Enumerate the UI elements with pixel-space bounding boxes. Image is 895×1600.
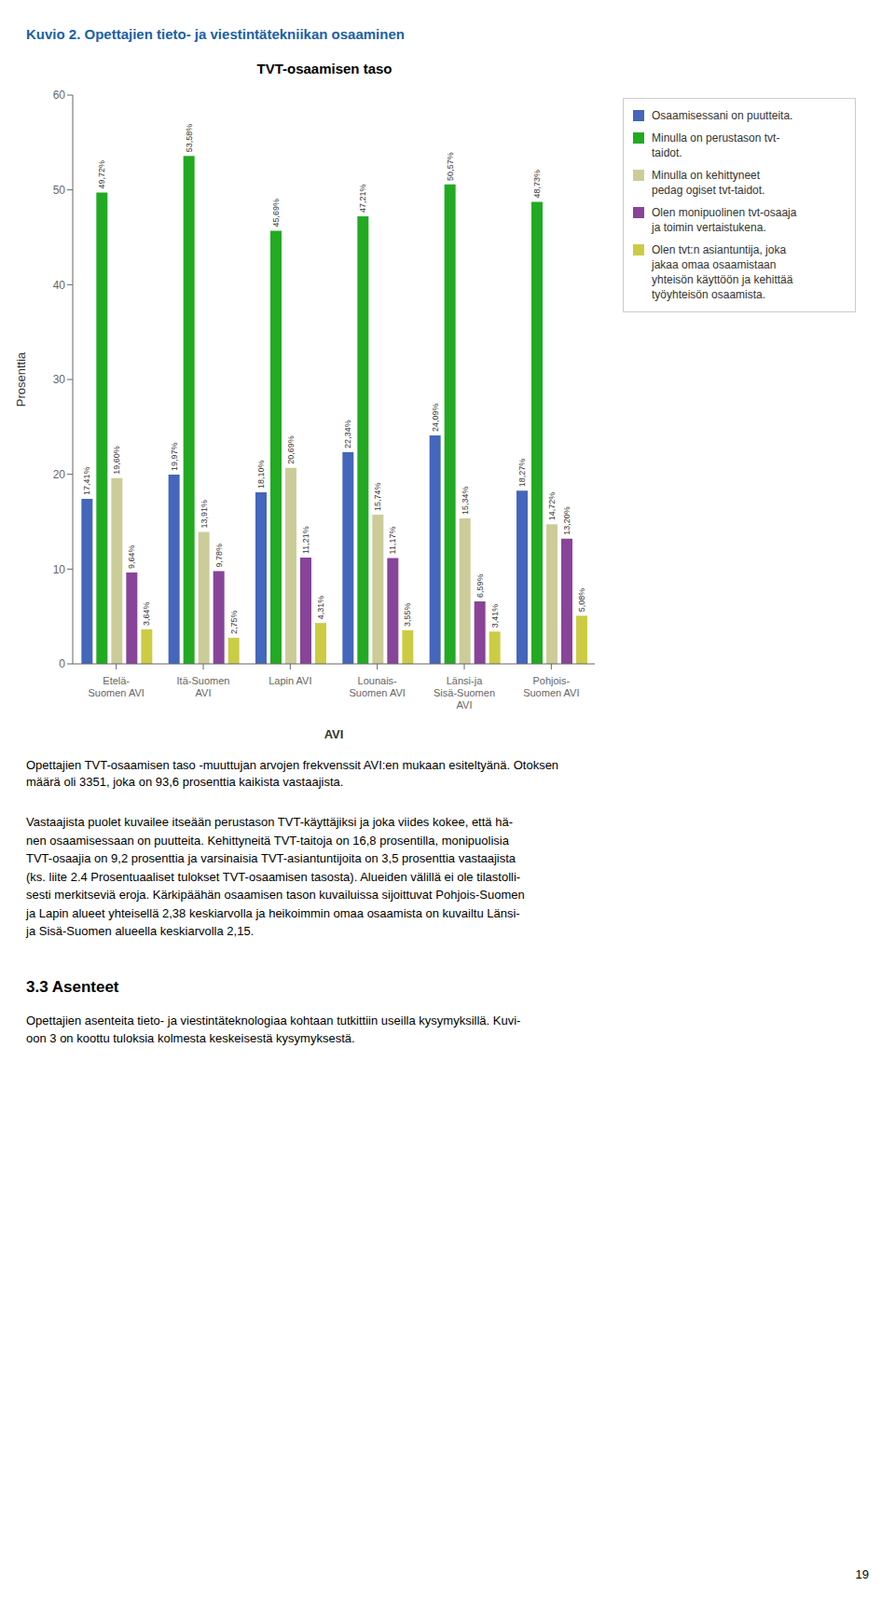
html-text:Opettajien TVT-osaamisen taso: Opettajien TVT-osaamisen taso -muuttujan… — [26, 757, 559, 789]
svg-text:45,69%: 45,69% — [271, 198, 281, 228]
svg-text:5,08%: 5,08% — [577, 588, 587, 613]
svg-text:53,58%: 53,58% — [184, 123, 194, 153]
svg-text:3,55%: 3,55% — [402, 602, 413, 627]
svg-text:3,41%: 3,41% — [490, 604, 500, 629]
svg-text:18,10%: 18,10% — [256, 459, 266, 489]
svg-text:13,20%: 13,20% — [562, 506, 572, 536]
svg-text:10: 10 — [53, 563, 67, 577]
svg-text:22,34%: 22,34% — [343, 419, 353, 449]
svg-text:2,75%: 2,75% — [229, 610, 239, 635]
html-text:Olen tvt:n asiantuntija, joka: Olen tvt:n asiantuntija, joka jakaa omaa… — [651, 243, 793, 302]
html-text:Osaamisessani on puutteita.: Osaamisessani on puutteita. — [651, 109, 793, 123]
svg-text:20,69%: 20,69% — [286, 435, 296, 465]
html-text:TVT-osaamisen taso: TVT-osaamisen taso — [256, 60, 393, 77]
svg-text:13,91%: 13,91% — [199, 499, 209, 529]
svg-text:Länsi-jaSisä-SuomenAVI: Länsi-jaSisä-SuomenAVI — [433, 674, 496, 711]
svg-text:17,41%: 17,41% — [82, 466, 92, 496]
svg-text:19,97%: 19,97% — [169, 441, 179, 471]
svg-text:19,60%: 19,60% — [111, 445, 122, 475]
svg-text:47,21%: 47,21% — [358, 184, 368, 214]
html-text:3.3 Asenteet: 3.3 Asenteet — [26, 977, 119, 996]
html-text:Kuvio 2. Opettajien tieto- ja: Kuvio 2. Opettajien tieto- ja viestintät… — [26, 26, 405, 42]
svg-text:20: 20 — [53, 468, 67, 482]
svg-text:15,34%: 15,34% — [460, 486, 470, 516]
svg-text:50: 50 — [53, 183, 67, 197]
svg-text:3,64%: 3,64% — [141, 601, 152, 626]
html-text:Opettajien asenteita tieto- ja: Opettajien asenteita tieto- ja viestintä… — [26, 1013, 521, 1046]
svg-text:9,78%: 9,78% — [214, 543, 224, 568]
svg-text:11,17%: 11,17% — [387, 526, 398, 555]
svg-text:6,59%: 6,59% — [475, 573, 485, 598]
svg-text:49,72%: 49,72% — [96, 160, 107, 190]
svg-text:9,64%: 9,64% — [126, 544, 137, 569]
svg-text:18,27%: 18,27% — [517, 458, 527, 488]
html-text:Vastaajista puolet kuvailee it: Vastaajista puolet kuvailee itseään peru… — [26, 815, 525, 939]
svg-text:60: 60 — [53, 88, 67, 102]
svg-text:Etelä-Suomen AVI: Etelä-Suomen AVI — [87, 674, 144, 699]
svg-text:15,74%: 15,74% — [372, 481, 383, 511]
html-text:Minulla on kehittyneet pedag o: Minulla on kehittyneet pedag ogiset tvt-… — [651, 168, 765, 197]
svg-text:48,73%: 48,73% — [532, 169, 542, 199]
svg-text:AVI: AVI — [324, 727, 345, 742]
svg-text:40: 40 — [53, 278, 67, 292]
html-text:19: 19 — [855, 1567, 869, 1582]
svg-text:Pohjois-Suomen AVI: Pohjois-Suomen AVI — [523, 674, 579, 699]
svg-text:30: 30 — [53, 372, 67, 386]
svg-text:14,72%: 14,72% — [547, 492, 557, 522]
svg-text:Prosenttia: Prosenttia — [13, 351, 28, 407]
svg-text:50,57%: 50,57% — [445, 151, 455, 181]
svg-text:11,21%: 11,21% — [301, 525, 311, 554]
svg-text:24,09%: 24,09% — [430, 403, 441, 433]
svg-text:0: 0 — [58, 657, 66, 671]
html-text:Olen monipuolinen tvt-osaaja j: Olen monipuolinen tvt-osaaja ja toimin v… — [651, 206, 797, 235]
html-text:Minulla on perustason tvt- tai: Minulla on perustason tvt- taidot. — [651, 131, 780, 160]
svg-text:Lounais-Suomen AVI: Lounais-Suomen AVI — [348, 674, 405, 699]
svg-text:Itä-SuomenAVI: Itä-SuomenAVI — [177, 674, 231, 699]
svg-text:4,31%: 4,31% — [316, 595, 326, 620]
svg-text:Lapin AVI: Lapin AVI — [268, 674, 312, 687]
